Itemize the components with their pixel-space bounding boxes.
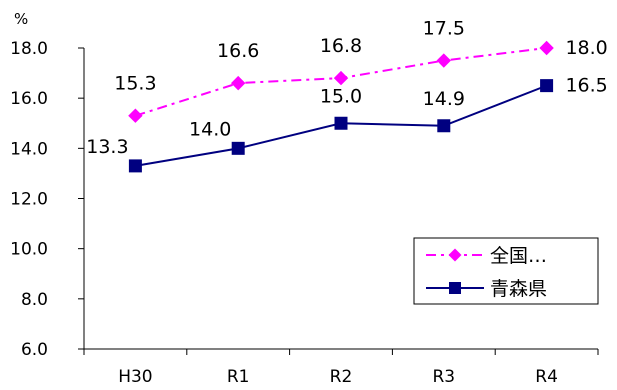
- data-label: 16.5: [565, 75, 607, 97]
- x-tick-label: R3: [432, 367, 455, 387]
- series-layer: 15.3 16.6 16.8 17.5 18.0 13.3 14.0 15.0 14.9 16.5: [86, 18, 608, 173]
- legend-label-series-2: 青森県: [490, 278, 547, 300]
- x-tick-label: R2: [330, 367, 353, 387]
- diamond-marker: [539, 40, 554, 56]
- y-tick-label: 8.0: [21, 290, 48, 310]
- diamond-marker: [333, 70, 349, 86]
- y-tick-label: 14.0: [10, 139, 48, 159]
- y-tick-label: 12.0: [10, 190, 48, 210]
- data-label: 13.3: [86, 136, 128, 158]
- x-tick-label: R4: [535, 367, 558, 387]
- square-marker: [437, 119, 451, 133]
- y-tick-label: 18.0: [10, 39, 48, 59]
- square-marker: [334, 116, 348, 130]
- x-axis-ticks: H30 R1 R2 R3 R4: [83, 349, 599, 387]
- square-marker: [128, 159, 142, 173]
- data-label: 16.6: [217, 40, 259, 62]
- legend-square-marker: [449, 282, 461, 294]
- series-1: 15.3 16.6 16.8 17.5 18.0: [114, 18, 608, 123]
- data-label: 17.5: [423, 18, 465, 40]
- data-label: 14.9: [423, 88, 465, 110]
- data-label: 15.3: [114, 73, 156, 95]
- x-tick-label: H30: [118, 367, 152, 387]
- data-label: 18.0: [565, 37, 607, 59]
- data-label: 15.0: [320, 85, 362, 107]
- y-axis-ticks: 6.0 8.0 10.0 12.0 14.0 16.0 18.0: [10, 39, 84, 360]
- legend-box: [413, 237, 599, 305]
- diamond-marker: [128, 108, 143, 123]
- y-axis-unit: %: [14, 10, 28, 28]
- data-label: 16.8: [320, 35, 362, 57]
- legend-label-series-1: 全国…: [490, 245, 547, 267]
- diamond-marker: [436, 53, 452, 68]
- diamond-marker: [230, 75, 246, 91]
- data-label: 14.0: [189, 118, 231, 140]
- square-marker: [540, 79, 554, 93]
- series-2: 13.3 14.0 15.0 14.9 16.5: [86, 75, 608, 173]
- legend-diamond-marker: [448, 248, 462, 262]
- y-tick-label: 10.0: [10, 240, 48, 260]
- y-tick-label: 6.0: [21, 340, 48, 360]
- legend: 全国… 青森県: [413, 237, 599, 305]
- x-tick-label: R1: [227, 367, 250, 387]
- y-tick-label: 16.0: [10, 89, 48, 109]
- square-marker: [231, 141, 245, 155]
